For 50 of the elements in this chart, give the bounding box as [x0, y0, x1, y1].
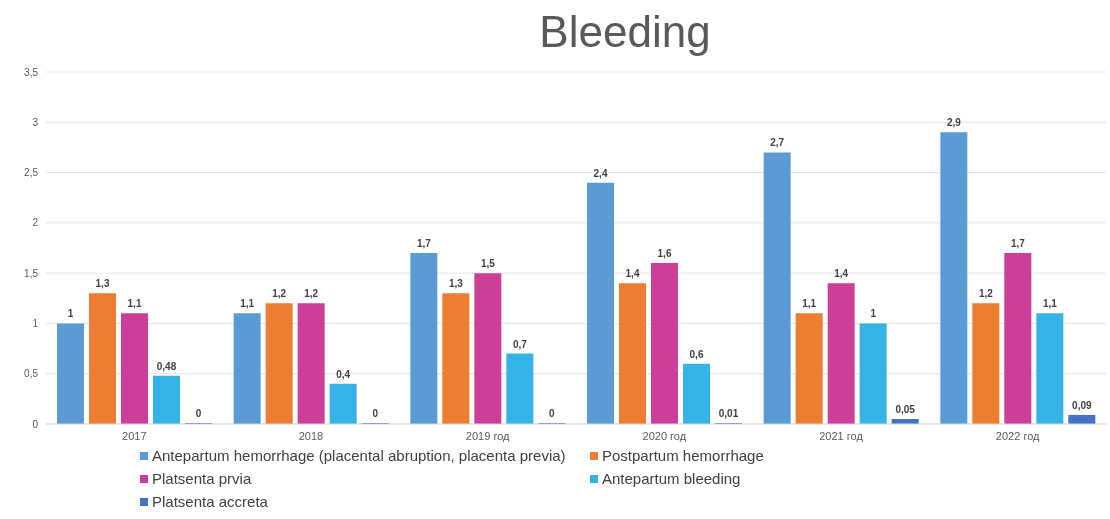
y-tick-label: 1,5 — [24, 267, 39, 279]
y-tick-label: 3 — [32, 116, 39, 128]
data-label: 1,6 — [657, 248, 672, 260]
legend-label: Platsenta accreta — [152, 493, 268, 510]
data-label: 0 — [372, 408, 379, 419]
data-label: 0,01 — [718, 407, 739, 419]
data-label: 2,9 — [946, 117, 962, 129]
y-tick-label: 2,5 — [24, 167, 39, 179]
legend-label: Antepartum bleeding — [602, 470, 741, 487]
data-label: 1,1 — [240, 298, 255, 310]
x-tick-label: 2017 — [122, 429, 147, 442]
data-label: 1,1 — [802, 298, 817, 310]
y-tick-label: 1 — [32, 317, 39, 329]
chart-title: Bleeding — [538, 7, 712, 56]
legend-label: Antepartum hemorrhage (placental abruption, placenta previa) — [152, 447, 566, 464]
data-label: 1,2 — [272, 288, 287, 300]
data-label: 1 — [67, 308, 74, 320]
data-label: 0,48 — [156, 360, 177, 372]
x-tick-label: 2021 год — [819, 429, 864, 442]
y-tick-label: 0,5 — [24, 368, 39, 380]
data-label: 2,4 — [593, 167, 608, 179]
data-label: 1,3 — [448, 278, 464, 290]
data-label: 1,3 — [95, 278, 110, 290]
data-label: 1 — [870, 308, 877, 320]
data-label: 2,7 — [770, 137, 785, 149]
x-tick-label: 2022 год — [995, 429, 1041, 442]
data-label: 1,1 — [1042, 298, 1058, 310]
data-label: 1,1 — [127, 298, 142, 310]
data-label: 1,2 — [978, 288, 994, 300]
legend-label: Postpartum hemorrhage — [602, 447, 764, 464]
data-label: 0,09 — [1072, 399, 1092, 411]
data-label: 1,4 — [625, 268, 640, 280]
y-tick-label: 0 — [32, 418, 39, 430]
legend-label: Platsenta prvia — [152, 470, 252, 487]
data-label: 0,7 — [512, 338, 528, 350]
data-label: 0,4 — [336, 368, 351, 380]
data-label: 1,7 — [416, 238, 432, 250]
data-label: 0,6 — [689, 348, 704, 360]
y-tick-label: 3,5 — [24, 66, 39, 78]
data-label: 1,5 — [480, 258, 496, 270]
data-label: 0 — [195, 408, 202, 419]
data-label: 1,7 — [1010, 238, 1026, 250]
y-tick-label: 2 — [32, 217, 39, 229]
data-label: 1,4 — [834, 268, 849, 280]
data-label: 0 — [549, 408, 556, 419]
x-tick-label: 2019 год — [465, 429, 511, 442]
x-tick-label: 2018 — [298, 429, 324, 442]
x-tick-label: 2020 год — [642, 429, 687, 442]
data-label: 1,2 — [304, 288, 319, 300]
data-label: 0,05 — [895, 403, 916, 415]
